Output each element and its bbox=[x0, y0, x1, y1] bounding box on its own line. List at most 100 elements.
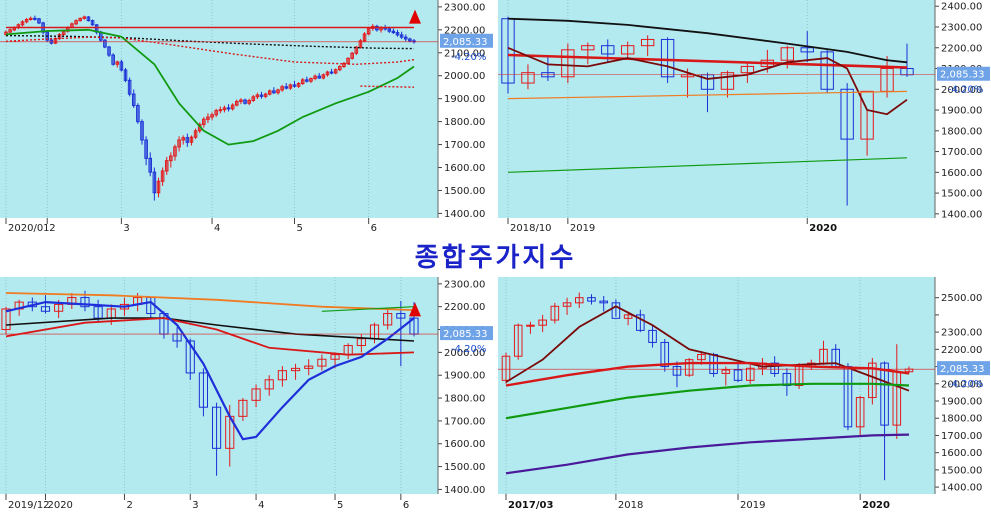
moving-average-line bbox=[507, 90, 908, 100]
candle-body bbox=[840, 88, 854, 140]
y-tick-label: 1700.00 bbox=[941, 431, 982, 442]
candle-body bbox=[880, 362, 889, 426]
candle-body bbox=[868, 362, 877, 399]
x-tick-label: 5 bbox=[296, 223, 302, 234]
candle-body bbox=[202, 118, 206, 125]
candle-body bbox=[86, 16, 91, 22]
candle-body bbox=[521, 72, 535, 84]
candle-body bbox=[119, 61, 124, 71]
candle-body bbox=[259, 94, 264, 97]
y-tick-label: 1500.00 bbox=[444, 462, 485, 473]
candle-body bbox=[366, 27, 371, 35]
y-tick-label: 1400.00 bbox=[444, 485, 485, 496]
candle-body bbox=[93, 306, 103, 319]
y-tick-label: 1400.00 bbox=[941, 483, 982, 494]
candle-body bbox=[148, 157, 153, 173]
candle-body bbox=[131, 93, 136, 107]
moving-average-line bbox=[5, 28, 415, 146]
candle-body bbox=[80, 297, 90, 308]
candle-body bbox=[127, 79, 132, 95]
x-tick-label: 3 bbox=[192, 500, 198, 511]
candle-body bbox=[387, 28, 392, 32]
candle-body bbox=[601, 45, 615, 55]
moving-average-line bbox=[505, 433, 910, 475]
x-tick-label: 2 bbox=[126, 500, 132, 511]
candle-body bbox=[103, 39, 107, 48]
signal-arrow bbox=[409, 9, 421, 24]
x-tick-label: 6 bbox=[403, 500, 409, 511]
y-tick-label: 1500.00 bbox=[941, 465, 982, 476]
candle-body bbox=[193, 130, 198, 138]
candle-body bbox=[305, 79, 309, 82]
candle-body bbox=[408, 38, 412, 42]
chart-title: 종합주가지수 bbox=[414, 243, 577, 273]
candle-body bbox=[123, 69, 128, 81]
change-label: -4.20% bbox=[451, 52, 486, 63]
candle-body bbox=[733, 369, 743, 381]
price-box bbox=[440, 326, 493, 341]
candle-body bbox=[333, 69, 338, 74]
y-tick-label: 1600.00 bbox=[444, 439, 485, 450]
candle-body bbox=[173, 146, 177, 157]
candle-body bbox=[611, 302, 621, 319]
candle-body bbox=[251, 96, 256, 102]
candle-body bbox=[4, 31, 8, 35]
candle-body bbox=[160, 170, 165, 182]
moving-average-line bbox=[5, 317, 415, 342]
y-tick-label: 1600.00 bbox=[941, 448, 982, 459]
y-tick-label: 2000.00 bbox=[941, 379, 982, 390]
candle-body bbox=[587, 297, 596, 302]
y-tick-label: 2000.00 bbox=[444, 71, 485, 82]
candle-body bbox=[660, 38, 675, 78]
candle-body bbox=[770, 362, 779, 374]
y-tick-label: 1900.00 bbox=[444, 371, 485, 382]
x-tick-label: 2019 bbox=[740, 500, 765, 511]
candle-body bbox=[226, 107, 231, 110]
candle-body bbox=[115, 61, 120, 65]
candle-body bbox=[210, 114, 214, 118]
candle-body bbox=[24, 19, 29, 23]
candle-body bbox=[526, 324, 535, 327]
candle-body bbox=[358, 40, 363, 48]
candle-body bbox=[780, 47, 794, 61]
candle-body bbox=[189, 136, 194, 143]
chart-panel-weekly bbox=[0, 277, 438, 494]
candle-body bbox=[300, 79, 305, 85]
candle-body bbox=[599, 300, 608, 304]
y-tick-label: 2500.00 bbox=[941, 293, 982, 304]
candle-body bbox=[239, 99, 243, 102]
x-tick-label: 2017/03 bbox=[508, 500, 553, 511]
candle-body bbox=[206, 116, 210, 120]
candle-body bbox=[362, 33, 367, 42]
y-tick-label: 2200.00 bbox=[444, 25, 485, 36]
candle-body bbox=[313, 75, 317, 79]
current-price-label: 2,085.33 bbox=[940, 70, 985, 81]
candle-body bbox=[292, 84, 297, 87]
y-tick-label: 1700.00 bbox=[444, 140, 485, 151]
candle-body bbox=[623, 314, 633, 319]
candle-body bbox=[672, 366, 682, 376]
candle-body bbox=[156, 180, 161, 194]
candle-body bbox=[136, 105, 140, 123]
candle-body bbox=[350, 52, 354, 59]
candle-body bbox=[581, 45, 595, 51]
candle-body bbox=[185, 137, 190, 143]
candle-body bbox=[1, 308, 11, 331]
candle-body bbox=[111, 54, 115, 65]
x-tick-label: 3 bbox=[123, 223, 129, 234]
candle-body bbox=[169, 155, 173, 162]
candle-body bbox=[720, 72, 735, 90]
candle-body bbox=[354, 46, 359, 54]
candle-body bbox=[198, 372, 208, 408]
chart-panel-monthly-short bbox=[498, 0, 935, 218]
y-tick-label: 1900.00 bbox=[941, 106, 982, 117]
y-tick-label: 1500.00 bbox=[444, 186, 485, 197]
moving-average-line bbox=[507, 17, 908, 64]
candle-body bbox=[288, 84, 293, 89]
candle-body bbox=[697, 354, 706, 361]
candle-body bbox=[222, 107, 227, 111]
candle-body bbox=[304, 365, 314, 369]
moving-average-line bbox=[5, 300, 415, 441]
moving-average-line bbox=[505, 305, 910, 392]
